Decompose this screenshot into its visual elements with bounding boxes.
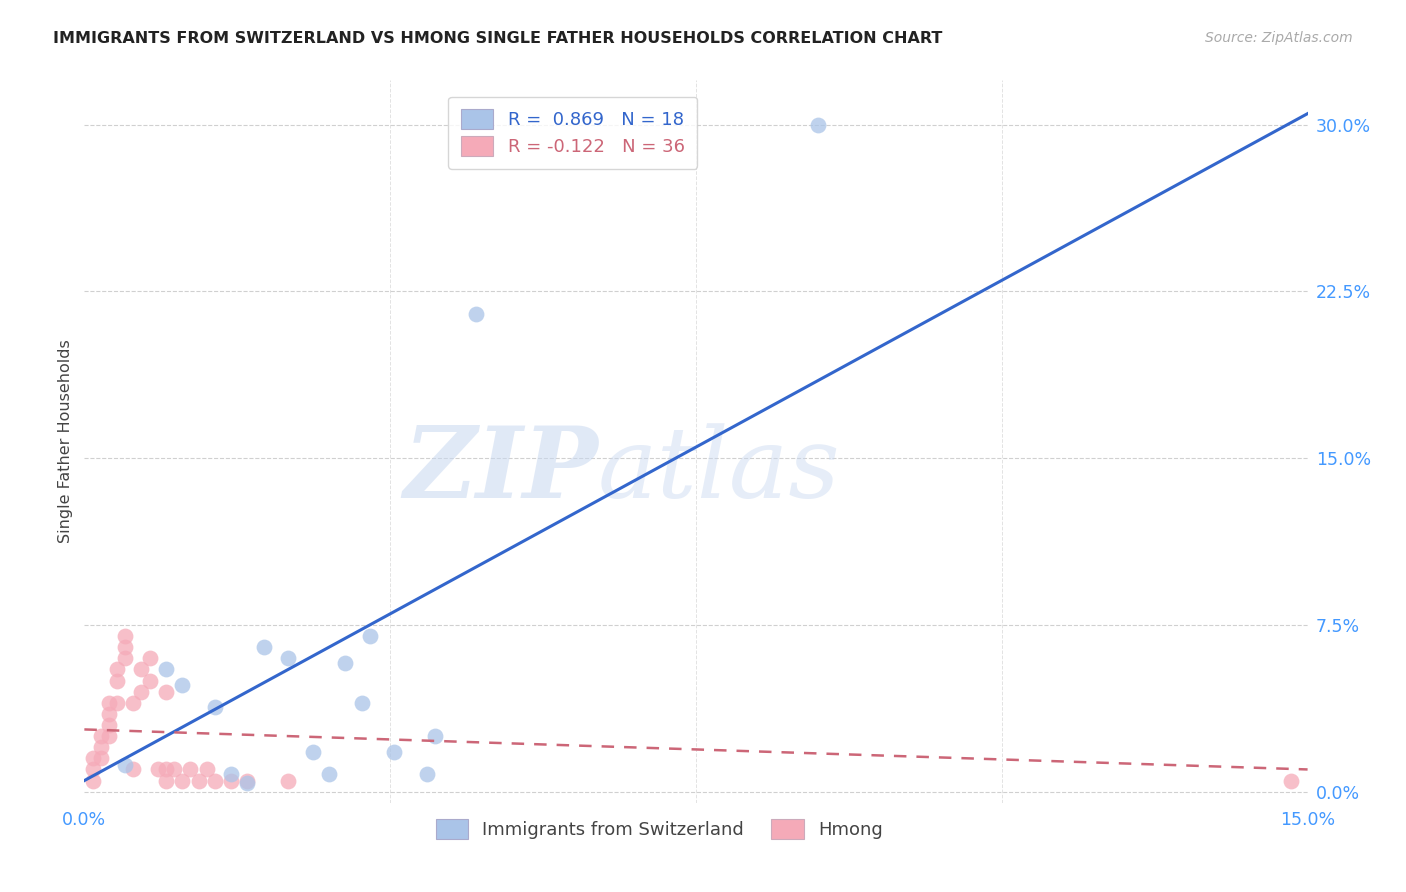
- Point: [97, 718, 120, 732]
- Text: IMMIGRANTS FROM SWITZERLAND VS HMONG SINGLE FATHER HOUSEHOLDS CORRELATION CHART: IMMIGRANTS FROM SWITZERLAND VS HMONG SIN…: [53, 31, 943, 46]
- Point: [179, 763, 201, 777]
- Point: [172, 678, 194, 692]
- Point: [236, 773, 259, 788]
- Point: [114, 640, 136, 655]
- Point: [105, 673, 128, 688]
- Point: [90, 751, 112, 765]
- Point: [204, 700, 226, 714]
- Point: [204, 773, 226, 788]
- Point: [172, 773, 194, 788]
- Point: [114, 651, 136, 665]
- Point: [163, 763, 186, 777]
- Point: [807, 118, 830, 132]
- Point: [155, 773, 177, 788]
- Point: [131, 684, 153, 698]
- Text: atlas: atlas: [598, 423, 841, 518]
- Point: [138, 651, 160, 665]
- Point: [90, 740, 112, 755]
- Point: [82, 751, 104, 765]
- Point: [122, 763, 145, 777]
- Point: [146, 763, 169, 777]
- Point: [187, 773, 209, 788]
- Point: [382, 745, 405, 759]
- Point: [122, 696, 145, 710]
- Legend: Immigrants from Switzerland, Hmong: Immigrants from Switzerland, Hmong: [426, 810, 891, 848]
- Point: [155, 763, 177, 777]
- Point: [335, 656, 357, 670]
- Point: [114, 758, 136, 772]
- Point: [97, 696, 120, 710]
- Point: [219, 773, 242, 788]
- Point: [105, 662, 128, 676]
- Point: [82, 773, 104, 788]
- Text: Source: ZipAtlas.com: Source: ZipAtlas.com: [1205, 31, 1353, 45]
- Point: [219, 767, 242, 781]
- Text: ZIP: ZIP: [404, 422, 598, 518]
- Point: [82, 763, 104, 777]
- Point: [97, 706, 120, 721]
- Point: [138, 673, 160, 688]
- Point: [195, 763, 218, 777]
- Point: [416, 767, 439, 781]
- Point: [301, 745, 323, 759]
- Point: [105, 696, 128, 710]
- Point: [131, 662, 153, 676]
- Point: [155, 662, 177, 676]
- Point: [155, 684, 177, 698]
- Point: [253, 640, 276, 655]
- Point: [277, 651, 299, 665]
- Point: [236, 776, 259, 790]
- Point: [1279, 773, 1302, 788]
- Point: [318, 767, 340, 781]
- Point: [277, 773, 299, 788]
- Point: [97, 729, 120, 743]
- Point: [423, 729, 446, 743]
- Y-axis label: Single Father Households: Single Father Households: [58, 340, 73, 543]
- Point: [464, 307, 486, 321]
- Point: [350, 696, 373, 710]
- Point: [359, 629, 381, 643]
- Point: [114, 629, 136, 643]
- Point: [90, 729, 112, 743]
